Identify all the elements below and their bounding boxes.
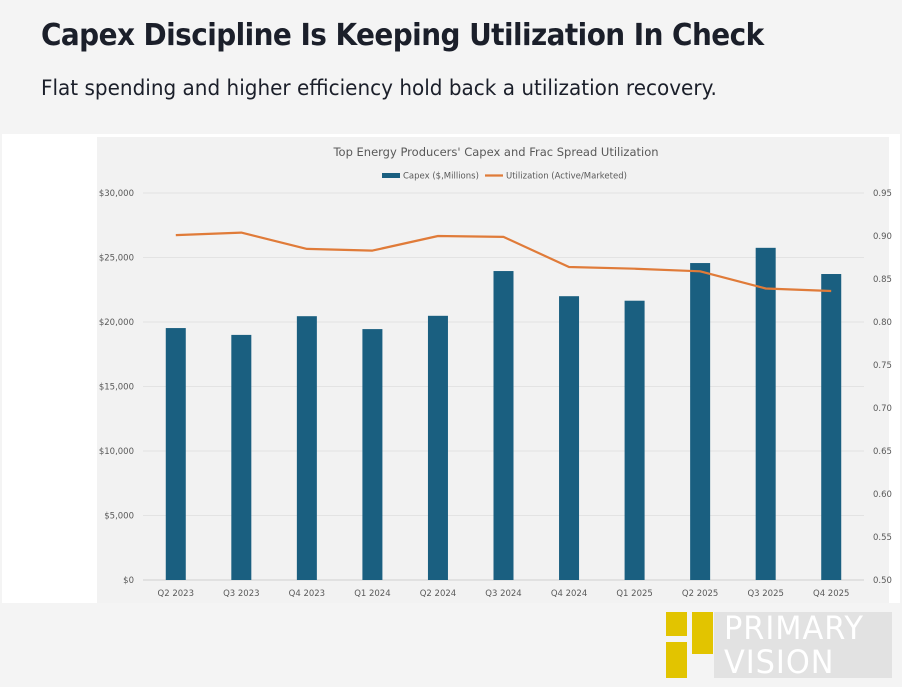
y-right-tick-label: 0.80 bbox=[873, 318, 892, 328]
y-left-tick-label: $0 bbox=[123, 576, 134, 586]
y-right-tick-label: 0.60 bbox=[873, 490, 892, 500]
capex-bar bbox=[296, 316, 317, 580]
y-left-tick-label: $15,000 bbox=[99, 383, 134, 393]
x-tick-label: Q3 2025 bbox=[747, 589, 783, 599]
y-right-tick-label: 0.75 bbox=[873, 361, 892, 371]
y-right-tick-label: 0.70 bbox=[873, 404, 892, 414]
x-tick-label: Q3 2024 bbox=[485, 589, 521, 599]
utilization-line-path bbox=[175, 231, 832, 293]
x-tick-label: Q2 2023 bbox=[158, 589, 194, 599]
x-tick-label: Q4 2024 bbox=[551, 589, 587, 599]
logo-word-primary: PRIMARY bbox=[724, 609, 864, 647]
page-subtitle: Flat spending and higher efficiency hold… bbox=[41, 76, 717, 101]
legend-label-capex: Capex ($,Millions) bbox=[403, 172, 479, 182]
capex-bars bbox=[165, 247, 842, 580]
logo-block-bottom-left bbox=[666, 642, 687, 678]
page-title: Capex Discipline Is Keeping Utilization … bbox=[41, 18, 764, 53]
y-left-tick-label: $5,000 bbox=[104, 512, 134, 522]
y-right-tick-label: 0.90 bbox=[873, 232, 892, 242]
y-left-tick-label: $25,000 bbox=[99, 254, 134, 264]
y-right-tick-label: 0.95 bbox=[873, 189, 892, 199]
utilization-line bbox=[175, 231, 832, 293]
y-left-tick-label: $10,000 bbox=[99, 447, 134, 457]
y-axis-right: 0.50 0.55 0.60 0.65 0.70 0.75 0.80 0.85 0.90 0.95 bbox=[873, 189, 892, 586]
primary-vision-logo: PRIMARY VISION bbox=[664, 610, 894, 680]
y-right-tick-label: 0.50 bbox=[873, 576, 892, 586]
legend-swatch-capex bbox=[382, 173, 400, 178]
y-left-tick-label: $30,000 bbox=[99, 189, 134, 199]
x-tick-label: Q1 2024 bbox=[354, 589, 390, 599]
capex-bar bbox=[362, 329, 383, 580]
capex-bar bbox=[231, 334, 252, 580]
logo-block-right bbox=[692, 612, 713, 654]
capex-bar bbox=[427, 315, 448, 580]
y-right-tick-label: 0.55 bbox=[873, 533, 892, 543]
x-axis: Q2 2023 Q3 2023 Q4 2023 Q1 2024 Q2 2024 Q3 20… bbox=[158, 589, 850, 599]
y-left-tick-label: $20,000 bbox=[99, 318, 134, 328]
logo-background bbox=[714, 612, 892, 678]
x-tick-label: Q4 2023 bbox=[289, 589, 325, 599]
chart-title: Top Energy Producers' Capex and Frac Spr… bbox=[332, 145, 658, 159]
y-right-tick-label: 0.65 bbox=[873, 447, 892, 457]
logo-block-top-left bbox=[666, 612, 687, 636]
capex-bar bbox=[821, 274, 842, 580]
x-tick-label: Q4 2025 bbox=[813, 589, 849, 599]
x-tick-label: Q3 2023 bbox=[223, 589, 259, 599]
capex-bar bbox=[559, 296, 580, 580]
capex-bar bbox=[493, 271, 514, 580]
capex-bar bbox=[624, 300, 645, 580]
y-axis-left: $0 $5,000 $10,000 $15,000 $20,000 $25,000 $30,… bbox=[99, 189, 134, 586]
x-tick-label: Q1 2025 bbox=[616, 589, 652, 599]
x-tick-label: Q2 2024 bbox=[420, 589, 456, 599]
x-tick-label: Q2 2025 bbox=[682, 589, 718, 599]
y-right-tick-label: 0.85 bbox=[873, 275, 892, 285]
capex-bar bbox=[165, 328, 186, 580]
legend: Capex ($,Millions) Utilization (Active/M… bbox=[382, 172, 627, 182]
capex-bar bbox=[690, 263, 711, 580]
legend-label-utilization: Utilization (Active/Marketed) bbox=[506, 172, 627, 182]
logo-word-vision: VISION bbox=[724, 643, 835, 681]
capex-bar bbox=[755, 247, 776, 580]
